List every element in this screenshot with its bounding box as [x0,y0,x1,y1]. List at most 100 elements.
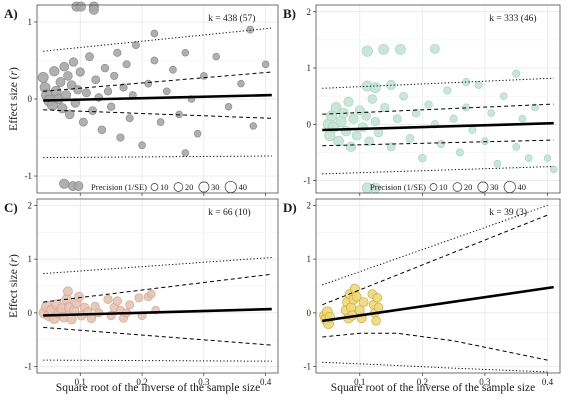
k-label: k = 438 (57) [208,13,255,24]
legend-size-label: 10 [439,182,448,192]
confidence-interval-upper [322,214,548,306]
data-point [147,289,156,299]
k-label: k = 39 (3) [489,207,527,218]
data-point [131,41,140,50]
data-point [358,122,368,133]
data-point [59,178,70,189]
panel-a: -1 0 1 Effect size (r) A) k = 438 (57) Precisi… [4,1,279,196]
data-point [116,133,125,142]
y-tick-label: 2 [307,200,312,210]
y-tick-label: -1 [25,362,33,372]
prediction-interval-lower [43,359,272,362]
y-tick-label: -1 [25,171,33,181]
legend-size-key [198,181,210,193]
prediction-interval-lower [322,166,554,175]
data-point [88,106,97,115]
panel-d: -1 0 1 2 0.1 0.2 0.3 0.4 D) k = 39 (3) [283,198,561,387]
legend-size-label: 40 [238,182,247,192]
data-point [512,142,521,151]
y-tick-label: 1 [28,254,33,264]
data-point [424,100,433,109]
k-label: k = 333 (46) [489,13,536,24]
legend-size-label: 40 [517,182,526,192]
regression-line [43,307,272,317]
legend-size-key [173,182,184,192]
data-point [437,139,446,149]
data-point [224,102,233,111]
legend-size-label: 10 [160,182,169,192]
data-point [156,118,165,126]
data-point [68,57,79,67]
data-point [351,130,362,141]
data-point [474,80,483,89]
data-point [411,108,421,118]
data-point [106,102,116,111]
data-point [361,45,373,57]
y-tick-label: 0 [307,308,312,318]
legend-size-label: 30 [490,182,499,192]
data-point [62,286,73,297]
data-point [88,4,99,15]
y-tick-label: -1 [304,176,312,186]
prediction-interval-lower [43,155,272,159]
legend-title: Precision (1/SE) [91,182,147,192]
data-point [119,83,128,92]
data-point [181,149,190,157]
prediction-interval-upper [322,204,548,286]
data-point [367,94,378,104]
data-point [97,125,107,135]
data-point [455,148,464,157]
data-point [372,293,383,303]
legend-size-key [452,182,463,192]
legend-title: Precision (1/SE) [370,182,426,192]
y-tick-label: 2 [307,7,312,17]
panel-c: -1 0 1 2 0.1 0.2 0.3 0.4 Effect size (r) C) k = 66… [4,198,279,387]
y-tick-label: 2 [28,200,33,210]
data-point [103,294,113,305]
data-point [468,126,477,134]
panel-frame [36,198,279,374]
x-tick-label: 0.3 [198,377,210,387]
data-point [91,75,101,85]
data-point [361,111,371,121]
data-point [449,114,458,123]
data-point [370,82,381,94]
data-point [112,296,122,306]
panel-letter: C) [4,200,18,215]
x-axis-title-right: Square root of the inverse of the sample… [331,382,535,394]
y-tick-label: 1 [307,254,312,264]
confidence-interval-lower [322,139,554,147]
data-point [82,88,91,98]
legend-size-key [429,183,438,191]
data-point [249,122,258,130]
data-point [543,154,552,162]
panel-frame [315,4,561,194]
x-tick-label: 0.4 [542,377,554,387]
x-axis-title-left: Square root of the inverse of the sample… [56,382,260,394]
x-tick-label: 0.1 [354,377,365,387]
data-point [399,91,408,101]
data-point [518,114,527,123]
data-point [110,71,119,80]
x-tick-label: 0.1 [75,377,86,387]
data-point [333,135,344,147]
data-point [378,44,389,55]
x-tick-label: 0.2 [417,377,428,387]
data-point [169,65,177,74]
data-point [144,79,153,88]
data-point [371,316,381,326]
data-point [66,80,77,90]
data-point [405,134,415,143]
data-point [103,87,113,96]
data-point [138,141,146,150]
data-point [125,300,135,310]
prediction-interval-upper [43,257,272,275]
data-point [373,302,384,313]
data-point [462,103,471,112]
data-point [351,291,362,302]
panel-b: -1 0 1 2 B) k = 333 (46) Precision (1/SE) 10 20 3… [283,4,561,196]
data-point [59,61,69,72]
prediction-interval-upper [322,77,554,89]
data-point [150,56,159,65]
data-point [386,142,396,152]
